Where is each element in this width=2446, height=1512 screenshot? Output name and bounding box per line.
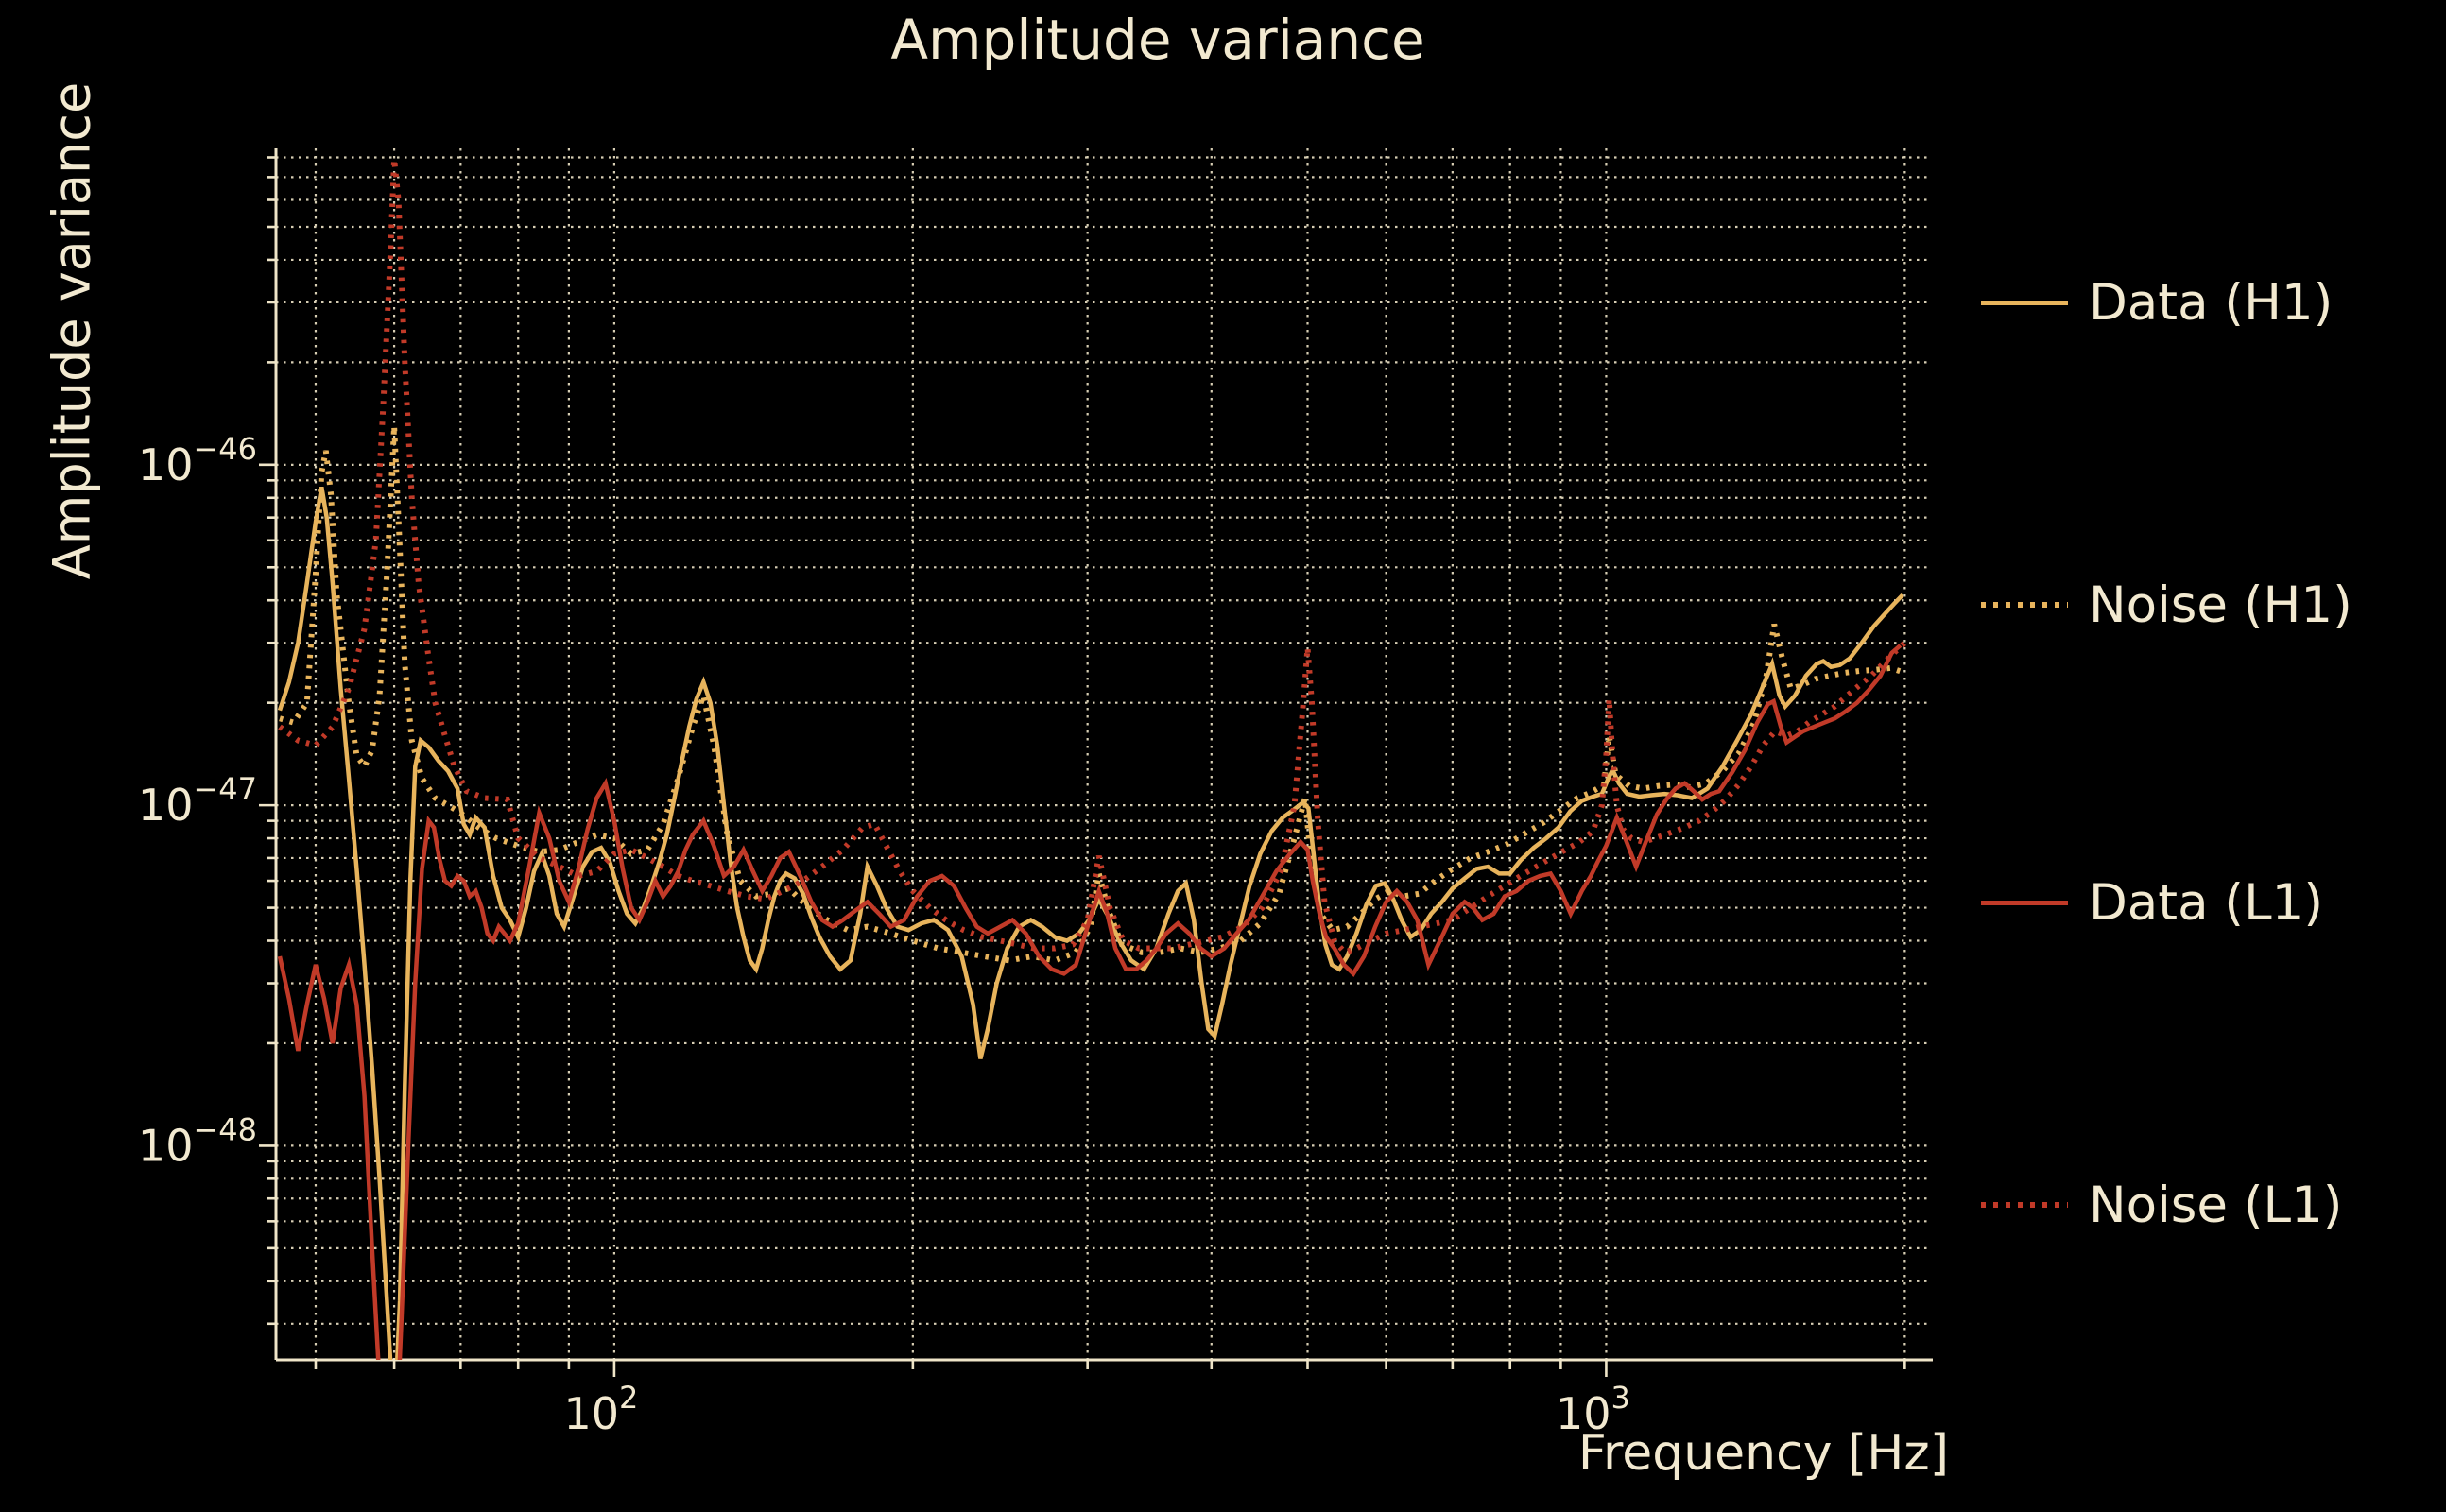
x-axis-label: Frequency [Hz] [1577, 1425, 1949, 1482]
chart-title: Amplitude variance [890, 8, 1425, 72]
legend-line-sample-noise-h1 [1981, 602, 2068, 608]
legend-line-sample-noise-l1 [1981, 1202, 2068, 1208]
gridlines [276, 148, 1931, 1360]
x-tick-label: 102 [563, 1380, 638, 1439]
legend-label: Noise (L1) [2089, 1176, 2343, 1234]
legend-item-noise-l1: Noise (L1) [1981, 1175, 2342, 1235]
tick-labels: 10−46 10−47 10−48 102 103 [138, 431, 1630, 1439]
series-line-noise-l1- [278, 159, 1907, 956]
axis-spines [274, 148, 1933, 1362]
legend-label: Data (H1) [2089, 273, 2334, 332]
series-line-noise-h1- [279, 425, 1906, 964]
legend-item-noise-h1: Noise (H1) [1981, 575, 2352, 635]
axis-ticks [259, 156, 1906, 1377]
legend-label: Data (L1) [2089, 873, 2323, 932]
series-line-data-l1- [277, 644, 1903, 1360]
legend-line-sample-data-l1 [1981, 900, 2068, 905]
legend-line-sample-data-h1 [1981, 300, 2068, 305]
y-tick-label: 10−48 [138, 1111, 257, 1171]
data-series [277, 159, 1907, 1360]
legend-label: Noise (H1) [2089, 576, 2352, 634]
series-line-data-h1- [277, 487, 1904, 1360]
y-axis-label: Amplitude variance [42, 81, 102, 580]
x-tick-label: 103 [1556, 1380, 1630, 1439]
y-tick-label: 10−46 [138, 431, 257, 490]
legend: Data (H1) Noise (H1) Data (L1) Noise (L1… [1981, 0, 2435, 1512]
legend-item-data-h1: Data (H1) [1981, 272, 2333, 333]
y-tick-label: 10−47 [138, 771, 257, 831]
legend-item-data-l1: Data (L1) [1981, 872, 2323, 933]
